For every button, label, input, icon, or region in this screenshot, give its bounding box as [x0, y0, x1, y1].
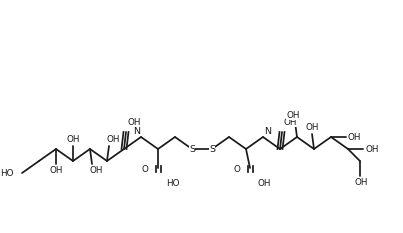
- Text: O: O: [141, 165, 148, 175]
- Text: OH: OH: [66, 135, 80, 144]
- Text: S: S: [189, 145, 195, 154]
- Text: OH: OH: [348, 134, 361, 143]
- Text: HO: HO: [166, 179, 179, 188]
- Text: OH: OH: [286, 111, 300, 120]
- Text: HO: HO: [0, 169, 14, 178]
- Text: OH: OH: [49, 166, 63, 175]
- Text: OH: OH: [127, 118, 141, 127]
- Text: OH: OH: [106, 135, 120, 144]
- Text: O: O: [233, 165, 240, 175]
- Text: OH: OH: [365, 145, 378, 154]
- Text: OH: OH: [305, 123, 319, 132]
- Text: OH: OH: [258, 179, 272, 188]
- Text: OH: OH: [354, 178, 368, 187]
- Text: OH: OH: [283, 118, 297, 127]
- Text: S: S: [209, 145, 215, 154]
- Text: N: N: [133, 127, 140, 136]
- Text: OH: OH: [89, 166, 103, 175]
- Text: N: N: [264, 127, 271, 136]
